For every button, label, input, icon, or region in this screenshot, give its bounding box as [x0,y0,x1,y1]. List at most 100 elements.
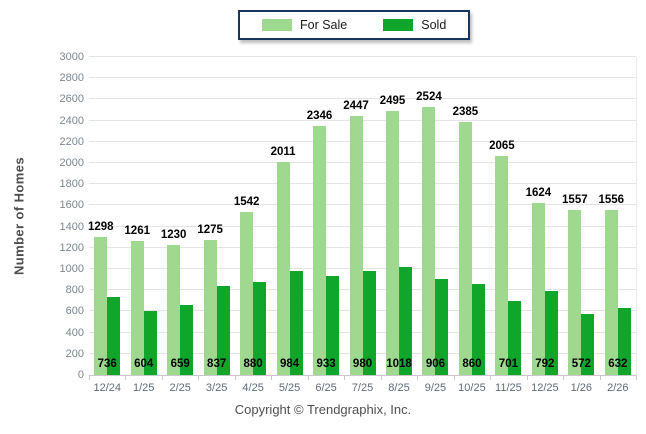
for-sale-legend-label: For Sale [300,18,348,32]
y-tick-label: 0 [77,369,84,381]
x-axis-tick [599,376,601,380]
sold-value-label: 659 [170,358,190,370]
sold-bar [471,283,485,375]
bar-group: 1261 604 1/25 [124,57,161,394]
for-sale-bar: 1298 [88,221,114,375]
bar-group: 2447 980 7/25 [343,57,380,394]
bar-group: 2011 984 5/25 [271,57,307,394]
sold-bar [398,267,412,375]
bar-group: 1556 632 2/26 [599,57,636,394]
y-tick-label: 2400 [59,114,84,127]
bar-group: 2524 906 9/25 [416,57,453,394]
x-axis-tick [161,376,163,380]
y-tick-label: 2800 [59,72,84,85]
bar-group: 1275 837 3/25 [197,57,234,394]
legend-item-for-sale: For Sale [262,18,347,32]
x-axis-tick [271,376,273,380]
x-axis-tick [125,376,127,380]
bar-groups: 1298 736 12/24 1261 604 1/25 1230 659 2/25 1275 83… [88,57,636,394]
x-axis-tick [234,376,236,380]
for-sale-value-label: 1261 [124,225,150,238]
x-axis-tick [198,376,200,380]
y-tick-label: 1800 [59,178,84,191]
plot-area: 1298 736 12/24 1261 604 1/25 1230 659 2/25 1275 83… [88,56,637,394]
sold-swatch-icon [383,19,414,31]
sold-value-label: 906 [425,358,446,370]
x-axis-label: 5/25 [278,382,301,394]
x-axis-label: 2/25 [169,382,191,394]
for-sale-bar: 2495 [380,95,405,375]
x-axis-tick [307,376,309,380]
bar-group: 1624 792 12/25 [526,57,563,394]
for-sale-bar: 2065 [489,140,515,375]
x-axis-tick [636,376,637,380]
for-sale-bar: 2346 [307,110,332,375]
sold-bar [544,291,558,375]
sold-bar [143,310,157,375]
y-tick-label: 1000 [59,263,84,275]
sold-value-label: 980 [352,358,373,370]
x-axis-label: 10/25 [458,382,486,394]
x-axis-label: 12/24 [93,382,121,394]
for-sale-bar: 2524 [416,91,442,375]
y-tick-label: 600 [65,305,84,318]
sold-value-label: 880 [243,358,263,370]
x-axis-tick [89,376,90,380]
x-axis-label: 1/25 [132,382,155,394]
sold-value-label: 736 [97,358,117,370]
for-sale-value-label: 1298 [87,221,114,234]
x-axis-tick [417,376,419,380]
bar-group: 2346 933 6/25 [307,57,344,394]
sold-bar [326,276,340,375]
for-sale-bar: 1556 [599,194,624,375]
x-axis-tick [453,376,455,380]
y-tick-label: 3000 [59,51,84,63]
x-axis-label: 7/25 [351,382,374,394]
sold-bar [180,305,194,375]
for-sale-bar: 2385 [453,106,478,375]
x-axis-label: 12/25 [531,382,559,394]
y-tick-label: 1200 [59,241,84,254]
sold-value-label: 837 [207,358,227,370]
sold-value-label: 984 [279,358,300,370]
x-axis-label: 2/26 [607,382,629,394]
y-tick-label: 1400 [59,220,84,233]
for-sale-value-label: 2065 [489,140,515,153]
sold-bar [253,281,267,375]
x-axis-label: 11/25 [495,382,522,394]
bar-group: 2065 701 11/25 [489,57,526,394]
bar-group: 1542 880 4/25 [234,57,271,394]
x-axis-label: 9/25 [424,382,447,394]
for-sale-bar: 1557 [562,194,588,375]
sold-value-label: 792 [535,358,555,370]
bar-group: 2495 1018 8/25 [380,57,417,394]
for-sale-value-label: 1230 [160,228,187,241]
x-axis-tick [344,376,346,380]
sold-value-label: 1018 [386,358,412,370]
sold-bar [216,286,230,375]
gridline [89,56,636,57]
y-tick-label: 200 [65,347,84,360]
sold-bar [289,270,303,375]
sold-legend-label: Sold [421,18,447,32]
bar-group: 1557 572 1/26 [562,57,599,394]
sold-value-label: 933 [316,358,336,370]
for-sale-bar: 1624 [526,187,551,375]
sold-value-label: 701 [498,358,518,370]
x-axis-tick [526,376,528,380]
for-sale-bar: 1542 [234,196,259,375]
bar-group: 1298 736 12/24 [88,57,125,394]
sold-bar [362,271,376,375]
for-sale-value-label: 1556 [598,194,625,207]
gridline [89,98,636,100]
for-sale-value-label: 2385 [452,106,479,119]
sold-bar [581,314,595,375]
x-axis-label: 8/25 [388,382,410,394]
sold-bar [107,296,121,375]
for-sale-bar: 2011 [271,146,296,375]
y-tick-label: 1600 [59,199,84,212]
legend-item-sold: Sold [383,18,446,32]
for-sale-value-label: 1275 [197,223,223,236]
for-sale-bar: 1230 [161,229,186,375]
